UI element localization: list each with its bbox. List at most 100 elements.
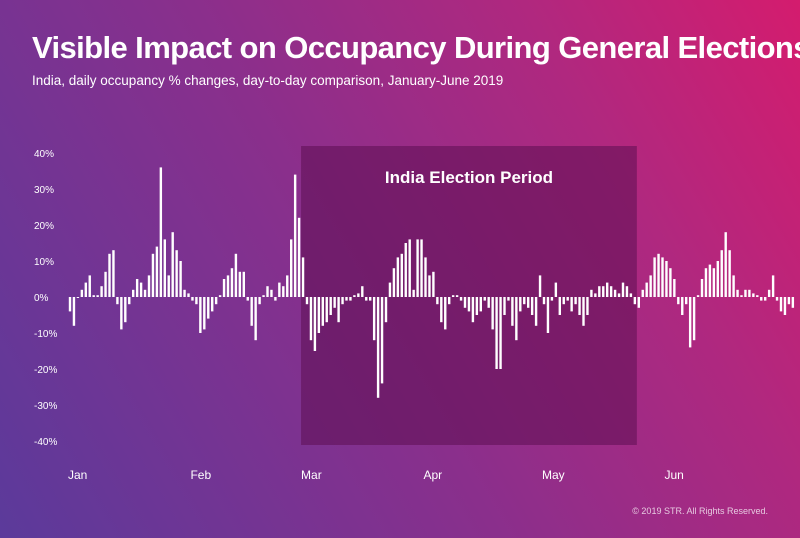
bar	[550, 297, 554, 301]
bar	[696, 295, 700, 297]
bar	[685, 297, 688, 305]
bar	[80, 289, 84, 297]
bar	[420, 239, 423, 297]
bar	[566, 297, 569, 301]
bar	[479, 297, 482, 312]
x-axis: Jan Feb Mar Apr May Jun	[68, 468, 684, 482]
bar	[88, 275, 91, 297]
bar	[617, 293, 621, 297]
bar	[128, 297, 131, 305]
y-tick-label: 40%	[34, 149, 54, 160]
bar	[139, 282, 143, 297]
copyright-footer: © 2019 STR. All Rights Reserved.	[632, 506, 768, 516]
bar	[771, 275, 775, 297]
bar	[712, 268, 716, 297]
bar	[195, 297, 198, 305]
bar	[495, 297, 498, 369]
bar	[720, 250, 723, 297]
bar	[688, 297, 692, 348]
bar	[527, 297, 530, 308]
chart-subtitle: India, daily occupancy % changes, day-to…	[32, 73, 504, 88]
bar	[72, 297, 76, 326]
bar	[515, 297, 518, 341]
bar	[266, 286, 269, 297]
bar	[226, 275, 230, 297]
bar	[602, 286, 605, 297]
y-tick-label: 10%	[34, 257, 54, 268]
bar	[254, 297, 257, 341]
x-tick-label: Jan	[68, 468, 87, 482]
bar	[297, 217, 301, 297]
bar	[116, 297, 119, 305]
bar	[258, 297, 261, 305]
bar	[787, 297, 791, 305]
bar	[649, 275, 652, 297]
bar	[211, 297, 214, 312]
bar	[767, 289, 771, 297]
bar	[764, 297, 767, 301]
bar	[290, 239, 293, 297]
bar	[645, 282, 648, 297]
bar	[100, 286, 103, 297]
bar	[333, 297, 336, 308]
x-tick-label: Feb	[190, 468, 211, 482]
bar	[408, 239, 411, 297]
bar	[740, 295, 743, 297]
bar	[744, 289, 747, 297]
bar	[451, 295, 455, 297]
bar	[491, 297, 494, 330]
bar	[677, 297, 680, 305]
bar	[455, 295, 459, 297]
bar	[135, 279, 139, 297]
bar	[309, 297, 313, 341]
bar	[653, 257, 656, 297]
bar	[132, 289, 135, 297]
bar	[313, 297, 317, 351]
bar	[199, 297, 202, 333]
bar	[471, 297, 475, 323]
bar	[124, 297, 127, 323]
bar	[392, 268, 396, 297]
bar	[155, 246, 159, 297]
election-period-label: India Election Period	[385, 168, 553, 187]
bar	[167, 275, 170, 297]
bar	[791, 297, 795, 308]
bar	[416, 239, 419, 297]
bar	[692, 297, 696, 341]
bar	[558, 297, 561, 315]
bar	[250, 297, 253, 326]
bar	[400, 253, 403, 297]
bar	[112, 250, 115, 297]
bar	[380, 297, 384, 384]
bar	[775, 297, 779, 301]
bar	[530, 297, 534, 315]
bar	[534, 297, 538, 326]
bar	[681, 297, 684, 315]
bar	[191, 297, 194, 301]
y-tick-label: -10%	[34, 329, 57, 340]
bar	[108, 253, 111, 297]
x-tick-label: May	[542, 468, 565, 482]
bar	[641, 289, 644, 297]
bar	[238, 271, 242, 297]
bar	[487, 297, 490, 308]
bar	[669, 268, 672, 297]
bar	[321, 297, 324, 326]
bar	[159, 167, 163, 297]
bar	[329, 297, 332, 315]
bar	[147, 275, 151, 297]
bar	[222, 279, 226, 297]
bar	[724, 232, 727, 297]
bar	[349, 297, 352, 301]
bar	[665, 261, 668, 297]
bar	[278, 282, 281, 297]
x-tick-label: Jun	[664, 468, 683, 482]
bar	[436, 297, 439, 305]
bar	[606, 282, 609, 297]
bar	[432, 271, 435, 297]
bar	[586, 297, 589, 315]
election-period-band	[301, 146, 637, 445]
chart-title: Visible Impact on Occupancy During Gener…	[32, 30, 800, 65]
bar	[444, 297, 447, 330]
